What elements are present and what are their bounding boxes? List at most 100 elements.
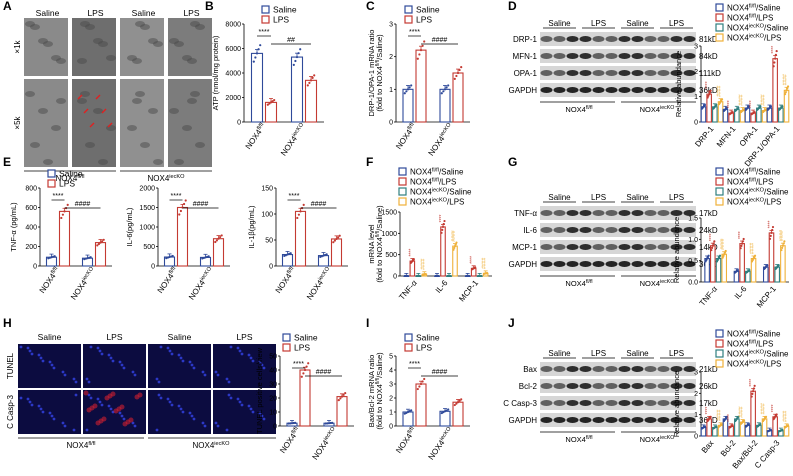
lane-label: LPS (669, 193, 684, 202)
group-label: NOX4fl/fl (565, 435, 592, 444)
nucleus (179, 407, 183, 411)
nucleus (214, 370, 218, 374)
data-point (302, 372, 305, 375)
y-tick-label: 0 (273, 424, 277, 431)
data-point (338, 234, 341, 237)
data-point (740, 244, 743, 248)
texture (85, 24, 95, 30)
legend-swatch (398, 177, 407, 186)
bar (299, 369, 311, 427)
bar (58, 210, 71, 267)
fluorescence-image (148, 344, 211, 388)
band (683, 244, 696, 250)
data-point (449, 274, 452, 278)
data-point (421, 380, 424, 383)
band (670, 87, 683, 93)
band (618, 366, 631, 372)
data-point (445, 86, 448, 89)
nucleus (41, 410, 45, 414)
column-label: Saline (38, 332, 62, 342)
y-tick-label: 4 (389, 368, 393, 375)
arrow-marker (107, 122, 113, 128)
panel-c: C (366, 0, 375, 13)
y-axis-label: IL-1β(pg/mL) (247, 205, 256, 249)
data-point (786, 424, 790, 427)
nucleus (247, 353, 251, 357)
legend-d: NOX4fl/fl/SalineNOX4fl/fl/LPSNOX4iecKO/S… (715, 3, 789, 43)
band (592, 53, 605, 59)
nucleus (227, 393, 231, 397)
data-point (273, 98, 276, 102)
band (540, 261, 553, 267)
data-point (747, 422, 751, 426)
significance-mark: #### (432, 37, 448, 44)
y-axis-label: Relative abundance (672, 217, 681, 283)
data-point (440, 411, 443, 415)
data-point (440, 231, 443, 234)
band (670, 417, 683, 423)
legend-label: NOX4iecKO/Saline (727, 24, 789, 33)
x-tick-label: NOX4iecKO (279, 121, 308, 157)
band (553, 36, 566, 42)
texture (106, 55, 116, 61)
data-point (771, 228, 774, 232)
band (618, 227, 631, 233)
data-point (764, 108, 768, 111)
band (644, 36, 657, 42)
data-point (777, 264, 780, 267)
data-point (269, 101, 273, 104)
band (553, 417, 566, 423)
chart-e3: 0 50 100 150 IL-1β(pg/mL) NOX4fl/fl NOX4iecKO *… (247, 186, 348, 301)
panel-j: J (508, 316, 515, 330)
significance-mark: **** (749, 100, 755, 108)
band (605, 244, 618, 250)
texture (56, 98, 66, 104)
band (605, 53, 618, 59)
protein-label: IL-6 (523, 226, 537, 235)
data-point (299, 210, 302, 213)
data-point (741, 240, 745, 243)
data-point (302, 203, 305, 206)
texture (77, 58, 87, 64)
texture (93, 108, 103, 114)
significance-mark: **** (259, 29, 270, 36)
band (566, 53, 579, 59)
lane-label: Saline (626, 349, 649, 358)
x-tick-label: Bax (700, 439, 716, 455)
panel-i: I (366, 316, 369, 330)
data-point (296, 216, 299, 220)
data-point (337, 399, 340, 402)
data-point (453, 246, 456, 250)
data-point (731, 424, 734, 427)
data-point (759, 422, 762, 426)
data-point (769, 234, 772, 237)
band (540, 417, 553, 423)
lane-label: Saline (548, 19, 571, 28)
band (566, 36, 579, 42)
data-point (750, 395, 753, 398)
column-label: Saline (132, 8, 156, 18)
data-point (782, 242, 785, 245)
band (592, 210, 605, 216)
texture (182, 125, 192, 131)
nucleus (28, 349, 32, 353)
data-point (715, 103, 718, 107)
data-point (706, 96, 709, 99)
band (566, 87, 579, 93)
size-label: 81kD (699, 35, 718, 44)
data-point (101, 240, 104, 243)
legend-swatch (715, 359, 724, 368)
band (683, 36, 696, 42)
significance-mark: #### (779, 230, 785, 241)
legend-swatch (404, 333, 413, 342)
nucleus (155, 428, 159, 432)
significance-mark: #### (432, 369, 448, 376)
nucleus (133, 424, 137, 428)
y-tick-label: 2000 (139, 186, 155, 193)
significance-mark: #### (761, 403, 767, 414)
data-point (340, 395, 344, 398)
data-point (342, 393, 345, 396)
legend-label: Saline (416, 333, 440, 343)
group-label: NOX4iecKO (640, 435, 675, 444)
band (592, 261, 605, 267)
